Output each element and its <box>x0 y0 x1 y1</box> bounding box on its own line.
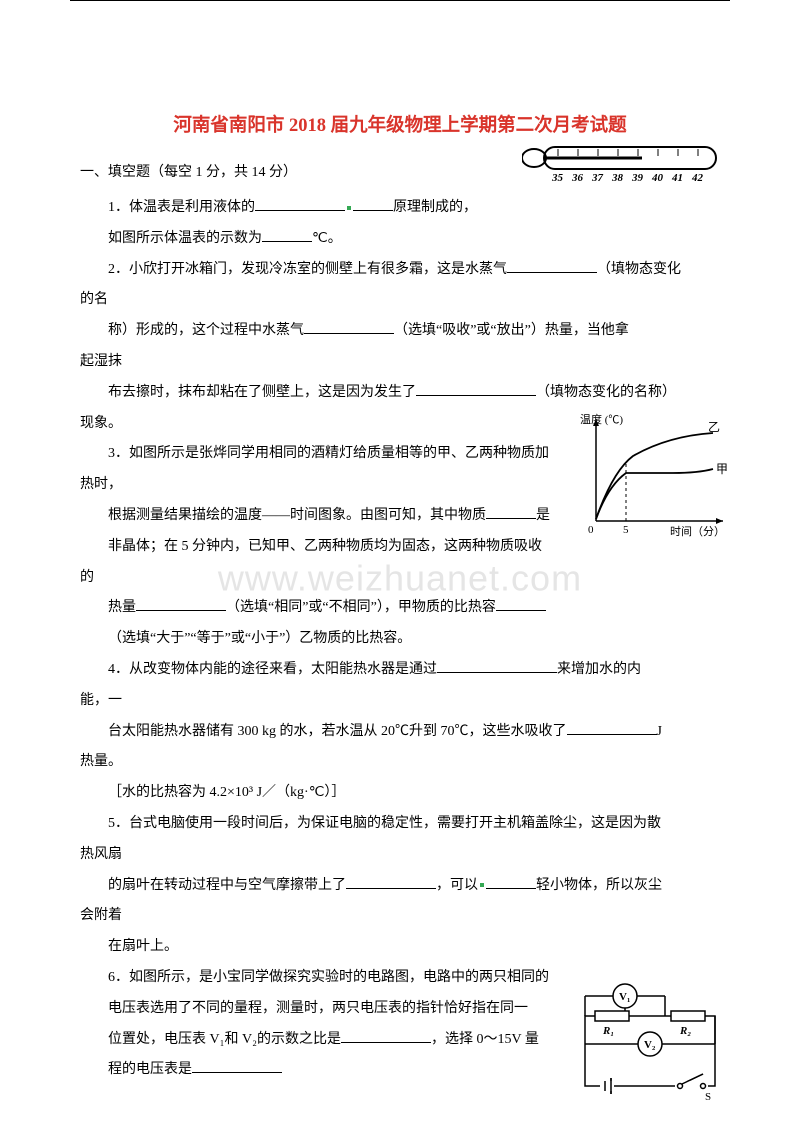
q3-line4: 热量 （选填“相同”或“不相同”），甲物质的比热容 <box>80 593 720 624</box>
q4-text-b: 来增加水的内 <box>557 662 641 677</box>
thermo-tick: 42 <box>691 172 704 184</box>
circuit-v1: V₁ <box>619 991 630 1003</box>
q1-text-d: ℃。 <box>312 231 342 246</box>
q4-line1: 4．从改变物体内能的途径来看，太阳能热水器是通过 来增加水的内 <box>80 655 720 686</box>
q4-line3: 热量。 <box>80 747 720 778</box>
circuit-v2: V₂ <box>644 1039 656 1051</box>
label-jia: 甲 <box>716 462 728 476</box>
thermo-tick: 41 <box>671 172 683 184</box>
chart-xtick: 5 <box>623 524 629 536</box>
circuit-figure: V₁ V₂ R₁ R₂ S <box>575 978 725 1108</box>
q5-blank-1[interactable] <box>346 874 436 889</box>
q4-pre: 能，一 <box>80 686 720 717</box>
q2-text-e: 布去擦时，抹布却粘在了侧壁上，这是因为发生了 <box>108 385 416 400</box>
q4-text-a: 4．从改变物体内能的途径来看，太阳能热水器是通过 <box>108 662 437 677</box>
thermo-tick: 40 <box>651 172 664 184</box>
chart-origin: 0 <box>588 524 594 536</box>
chart-ylabel: 温度 (℃) <box>580 412 623 426</box>
q2-line-pre2: 起湿抹 <box>80 347 720 378</box>
green-dot-icon-2 <box>480 883 484 887</box>
q3-text-b: 根据测量结果描绘的温度——时间图象。由图可知，其中物质 <box>108 508 486 523</box>
q3-blank-3[interactable] <box>496 596 546 611</box>
q1-line1: 1．体温表是利用液体的 原理制成的， <box>80 193 720 224</box>
green-dot-icon <box>347 206 351 210</box>
q1-blank-1[interactable] <box>255 196 345 211</box>
q2-blank-2[interactable] <box>304 319 394 334</box>
curve-jia <box>596 469 713 519</box>
document-title: 河南省南阳市 2018 届九年级物理上学期第二次月考试题 <box>80 111 720 137</box>
q2-line1: 2．小欣打开冰箱门，发现冷冻室的侧壁上有很多霜，这是水蒸气 （填物态变化 <box>80 255 720 286</box>
q1-line2: 如图所示体温表的示数为 ℃。 <box>80 224 720 255</box>
thermometer-figure: 35 36 37 38 39 40 41 42 <box>522 143 722 185</box>
q4-note: ［水的比热容为 4.2×10³ J／（kg·℃）］ <box>80 778 720 809</box>
q5-pre2: 会附着 <box>80 901 720 932</box>
q2-line3: 布去擦时，抹布却粘在了侧壁上，这是因为发生了 （填物态变化的名称） <box>80 378 720 409</box>
label-yi: 乙 <box>708 420 720 434</box>
thermo-tick: 37 <box>591 172 604 184</box>
q1-text-c: 如图所示体温表的示数为 <box>108 231 262 246</box>
q4-line2: 台太阳能热水器储有 300 kg 的水，若水温从 20℃升到 70℃，这些水吸收… <box>80 717 720 748</box>
circuit-r1: R₁ <box>602 1025 614 1037</box>
q3-blank-2[interactable] <box>136 596 226 611</box>
q5-text-c: ，可以 <box>436 878 478 893</box>
q6-blank-2[interactable] <box>192 1058 282 1073</box>
circuit-s: S <box>705 1091 711 1103</box>
thermo-tick: 36 <box>571 172 584 184</box>
q4-blank-1[interactable] <box>437 658 557 673</box>
q2-text-c: 称）形成的，这个过程中水蒸气 <box>108 323 304 338</box>
q1-blank-1b[interactable] <box>353 196 393 211</box>
page-content: 河南省南阳市 2018 届九年级物理上学期第二次月考试题 一、填空题（每空 1 … <box>0 31 800 1126</box>
thermo-tick: 39 <box>631 172 644 184</box>
q2-text-f: （填物态变化的名称） <box>536 385 676 400</box>
q2-text-a: 2．小欣打开冰箱门，发现冷冻室的侧壁上有很多霜，这是水蒸气 <box>108 262 507 277</box>
q6-text-e: 程的电压表是 <box>108 1062 192 1077</box>
q5-text-b: 的扇叶在转动过程中与空气摩擦带上了 <box>108 878 346 893</box>
thermo-tick: 35 <box>551 172 564 184</box>
q4-text-d: J <box>657 724 662 739</box>
circuit-r2: R₂ <box>679 1025 691 1037</box>
q2-line-pre: 的名 <box>80 285 720 316</box>
q2-blank-1[interactable] <box>507 258 597 273</box>
q1-text-b: 原理制成的， <box>393 200 477 215</box>
thermo-tick: 38 <box>611 172 624 184</box>
q3-blank-1[interactable] <box>486 504 536 519</box>
q6-blank-1[interactable] <box>341 1028 431 1043</box>
q3-text-f: （选填“相同”或“不相同”），甲物质的比热容 <box>226 600 496 615</box>
q2-text-d: （选填“吸收”或“放出”）热量，当他拿 <box>394 323 629 338</box>
q2-text-b: （填物态变化 <box>597 262 681 277</box>
q2-line2: 称）形成的，这个过程中水蒸气 （选填“吸收”或“放出”）热量，当他拿 <box>80 316 720 347</box>
q1-blank-2[interactable] <box>262 227 312 242</box>
q1-text-a: 1．体温表是利用液体的 <box>108 200 255 215</box>
q5-pre: 热风扇 <box>80 840 720 871</box>
temperature-chart: 温度 (℃) 时间（分） 0 5 甲 乙 <box>578 411 728 541</box>
q5-line1: 5．台式电脑使用一段时间后，为保证电脑的稳定性，需要打开主机箱盖除尘，这是因为散 <box>80 809 720 840</box>
q5-line3: 在扇叶上。 <box>80 932 720 963</box>
q3-line3: 非晶体；在 5 分钟内，已知甲、乙两种物质均为固态，这两种物质吸收的 <box>80 532 720 594</box>
q4-text-c: 台太阳能热水器储有 300 kg 的水，若水温从 20℃升到 70℃，这些水吸收… <box>108 724 567 739</box>
q5-blank-2[interactable] <box>486 874 536 889</box>
q6-text-c: 位置处，电压表 V₁和 V₂的示数之比是 <box>108 1032 341 1047</box>
q3-line5: （选填“大于”“等于”或“小于”）乙物质的比热容。 <box>80 624 720 655</box>
q6-text-d: ，选择 0～15V 量 <box>431 1032 539 1047</box>
q3-text-e: 热量 <box>108 600 136 615</box>
q4-blank-2[interactable] <box>567 720 657 735</box>
q2-blank-3[interactable] <box>416 381 536 396</box>
q5-line2: 的扇叶在转动过程中与空气摩擦带上了 ，可以 轻小物体，所以灰尘 <box>80 871 720 902</box>
q3-text-c: 是 <box>536 508 550 523</box>
curve-yi <box>596 433 713 519</box>
q5-text-d: 轻小物体，所以灰尘 <box>536 878 662 893</box>
top-rule <box>70 0 730 1</box>
chart-xlabel: 时间（分） <box>670 525 725 538</box>
